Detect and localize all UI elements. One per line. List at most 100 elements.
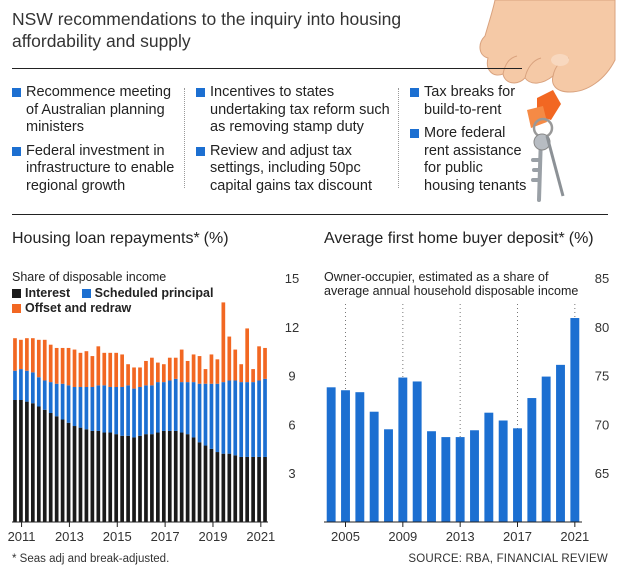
bar-segment-scheduled-principal <box>108 386 113 433</box>
recommendation-item: More federal rent assistance for public … <box>410 125 530 195</box>
bar-segment-scheduled-principal <box>102 385 107 433</box>
bar-segment-offset-and-redraw <box>102 352 107 386</box>
bar-segment-offset-and-redraw <box>185 360 190 383</box>
bar-segment-scheduled-principal <box>42 380 47 410</box>
bar-segment-interest <box>144 434 148 522</box>
bar-segment-offset-and-redraw <box>60 347 65 384</box>
bullet-square-icon <box>196 88 205 97</box>
bar-segment-interest <box>30 403 35 522</box>
bar-segment-interest <box>156 432 160 522</box>
bar-segment-interest <box>108 432 113 522</box>
bar-segment-interest <box>161 430 166 522</box>
legend-item-interest: Interest <box>12 286 70 300</box>
left-chart-title: Housing loan repayments* (%) <box>12 230 229 247</box>
deposit-bar <box>527 398 537 522</box>
legend-swatch-offset <box>12 304 21 313</box>
y-tick-label: 3 <box>288 466 295 481</box>
bar-segment-offset-and-redraw <box>36 339 41 378</box>
bar-segment-scheduled-principal <box>66 385 71 423</box>
left-chart-subtitle: Share of disposable income <box>12 270 167 284</box>
deposit-bar <box>455 437 465 522</box>
x-tick-label: 2017 <box>503 529 532 544</box>
y-tick-label: 6 <box>288 417 295 432</box>
x-tick-label: 2013 <box>446 529 475 544</box>
legend-item-scheduled: Scheduled principal <box>81 286 213 300</box>
bar-segment-scheduled-principal <box>132 388 136 438</box>
recommendation-item: Federal investment in infrastructure to … <box>12 143 182 196</box>
bar-segment-interest <box>48 413 53 522</box>
x-tick-label: 2017 <box>151 529 180 544</box>
bar-segment-scheduled-principal <box>263 378 267 457</box>
recommendations-col-1: Recommence meeting of Australian plannin… <box>12 84 182 201</box>
legend-swatch-scheduled <box>81 289 91 298</box>
bar-segment-offset-and-redraw <box>209 354 214 384</box>
bar-segment-interest <box>251 456 255 522</box>
bar-segment-offset-and-redraw <box>245 328 250 383</box>
bar-segment-offset-and-redraw <box>173 357 178 379</box>
deposit-bar <box>326 387 336 522</box>
top-rule <box>12 68 522 69</box>
bar-segment-interest <box>19 400 23 522</box>
recommendations-col-3: Tax breaks for build-to-rent More federa… <box>410 84 530 201</box>
bar-segment-offset-and-redraw <box>179 349 184 383</box>
bar-segment-scheduled-principal <box>19 369 23 400</box>
bar-segment-offset-and-redraw <box>13 338 17 371</box>
deposit-bar <box>341 390 350 522</box>
deposit-bar <box>412 381 422 522</box>
bar-segment-interest <box>60 419 65 522</box>
recommendation-item: Review and adjust tax settings, includin… <box>196 143 396 196</box>
y-tick-label: 80 <box>595 320 609 335</box>
bar-segment-offset-and-redraw <box>78 352 83 387</box>
bar-segment-scheduled-principal <box>209 383 214 449</box>
bar-segment-scheduled-principal <box>144 385 148 435</box>
bar-segment-interest <box>114 434 119 522</box>
bar-segment-interest <box>13 400 17 522</box>
bar-segment-scheduled-principal <box>150 385 154 435</box>
bar-segment-interest <box>54 416 59 522</box>
bar-segment-interest <box>179 432 184 522</box>
bar-segment-scheduled-principal <box>13 370 17 400</box>
deposit-bar <box>369 411 379 522</box>
y-tick-label: 85 <box>595 271 609 286</box>
bar-segment-offset-and-redraw <box>54 347 59 384</box>
bar-segment-scheduled-principal <box>227 380 232 454</box>
bullet-square-icon <box>12 146 21 156</box>
deposit-bar <box>355 392 365 522</box>
bar-segment-scheduled-principal <box>48 382 53 414</box>
bar-segment-scheduled-principal <box>114 386 119 435</box>
x-tick-label: 2005 <box>331 529 360 544</box>
bar-segment-offset-and-redraw <box>197 356 202 384</box>
bar-segment-scheduled-principal <box>120 386 124 436</box>
legend-swatch-interest <box>12 289 21 298</box>
source-note: SOURCE: RBA, FINANCIAL REVIEW <box>408 553 608 565</box>
deposit-bar <box>556 364 565 522</box>
middle-rule <box>12 214 608 215</box>
bar-segment-scheduled-principal <box>126 385 130 436</box>
bar-segment-offset-and-redraw <box>90 356 95 387</box>
deposit-bar <box>570 318 580 522</box>
bar-segment-offset-and-redraw <box>138 367 142 387</box>
bar-segment-scheduled-principal <box>90 386 95 431</box>
bar-segment-offset-and-redraw <box>150 357 154 386</box>
bar-segment-scheduled-principal <box>167 380 172 431</box>
deposit-bar <box>470 430 479 522</box>
legend-item-offset: Offset and redraw <box>12 301 131 315</box>
bar-segment-offset-and-redraw <box>72 349 77 387</box>
y-tick-label: 65 <box>595 466 609 481</box>
bar-segment-scheduled-principal <box>257 380 261 457</box>
bar-segment-interest <box>215 452 220 522</box>
page-title: NSW recommendations to the inquiry into … <box>12 9 402 51</box>
bar-segment-offset-and-redraw <box>96 346 101 386</box>
bar-segment-scheduled-principal <box>161 382 166 431</box>
bar-segment-offset-and-redraw <box>30 338 35 373</box>
bar-segment-interest <box>173 430 178 522</box>
bar-segment-offset-and-redraw <box>120 354 124 387</box>
bar-segment-offset-and-redraw <box>126 364 130 386</box>
y-tick-label: 9 <box>288 369 295 384</box>
bar-segment-interest <box>209 448 214 522</box>
bar-segment-interest <box>227 453 232 522</box>
bar-segment-interest <box>191 437 196 522</box>
bar-segment-scheduled-principal <box>84 386 89 430</box>
bar-segment-offset-and-redraw <box>84 351 89 387</box>
bar-segment-scheduled-principal <box>30 372 35 404</box>
